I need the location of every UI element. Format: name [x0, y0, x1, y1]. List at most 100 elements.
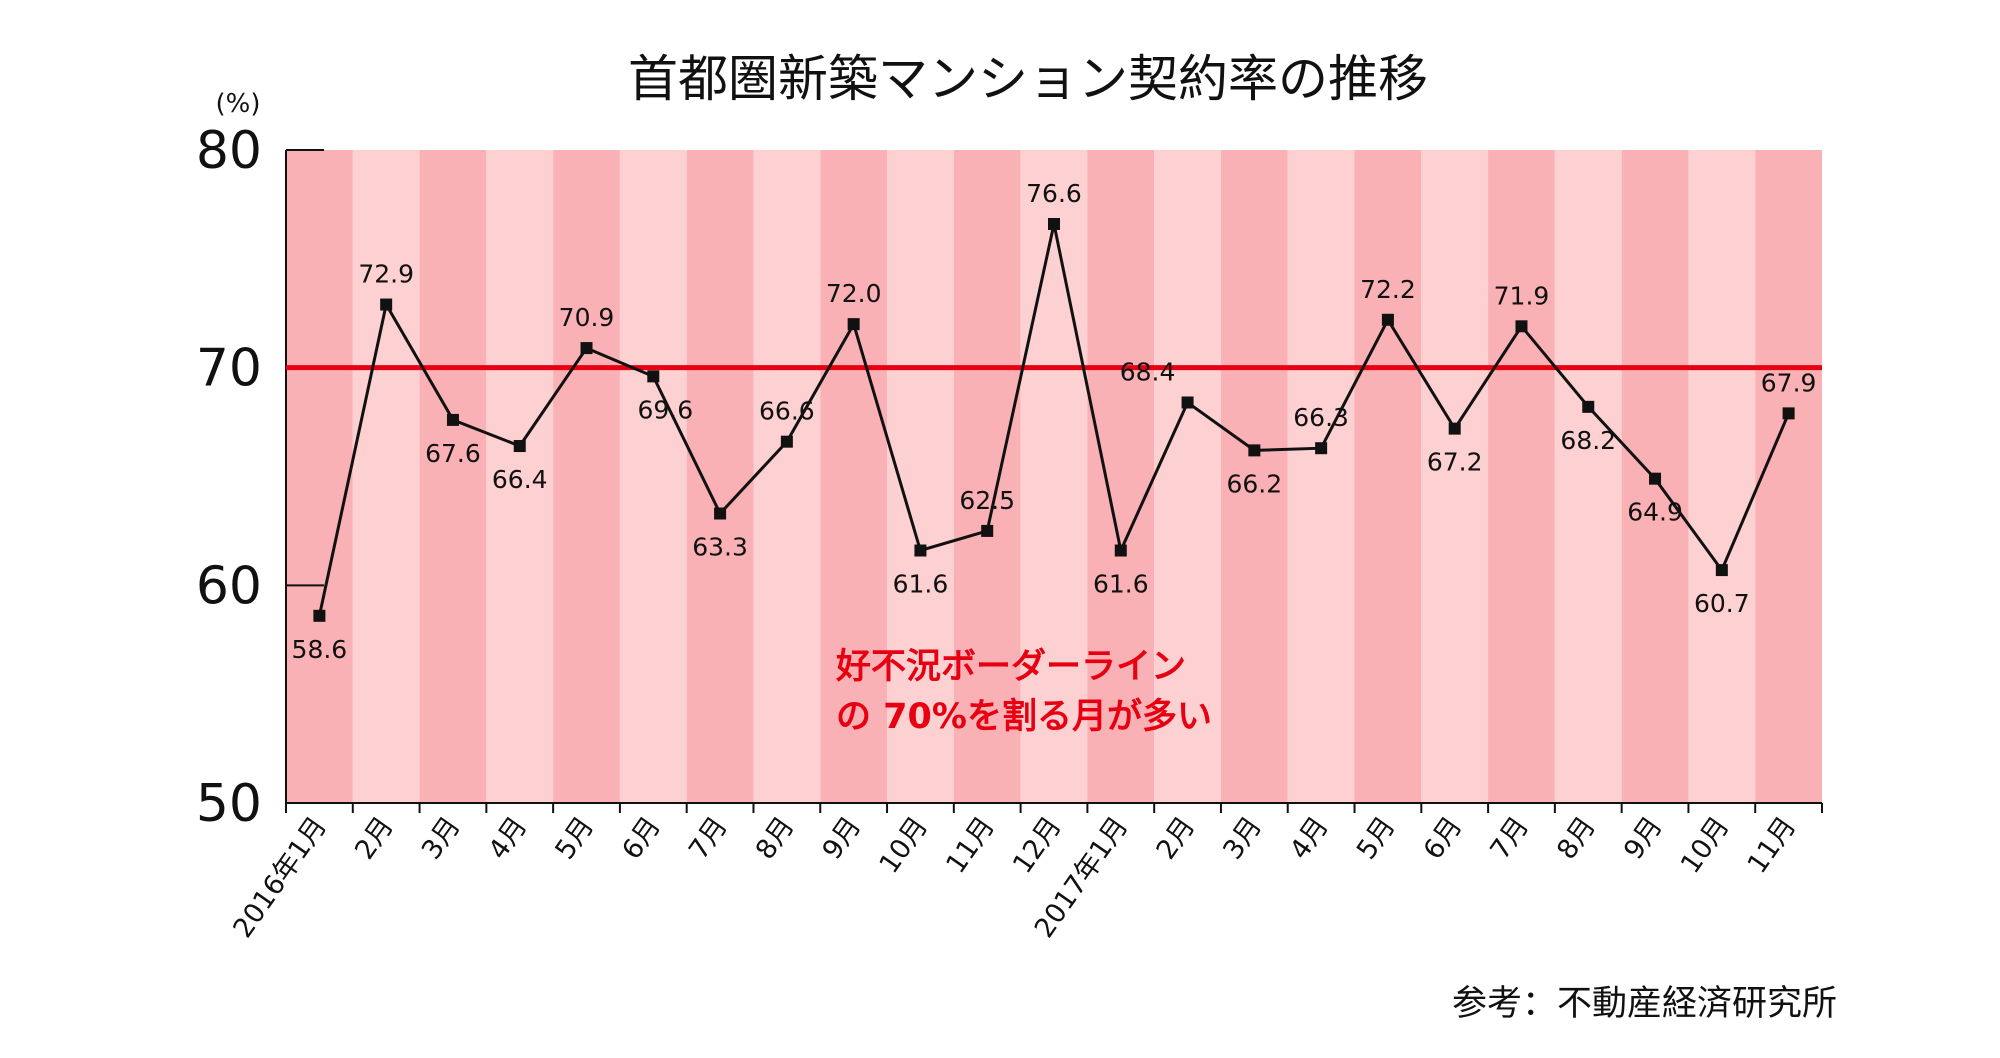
background-band — [553, 150, 620, 803]
x-tick-label: 6月 — [616, 811, 667, 865]
data-point — [847, 318, 860, 331]
data-label: 72.0 — [826, 279, 882, 308]
data-point — [580, 342, 593, 355]
background-band — [686, 150, 754, 803]
data-label: 66.6 — [759, 397, 815, 426]
data-point — [914, 544, 927, 557]
x-tick-label: 6月 — [1418, 811, 1469, 865]
background-band — [619, 150, 687, 803]
data-markers — [313, 218, 1795, 622]
background-band — [486, 150, 554, 803]
background-band — [1554, 150, 1622, 803]
data-label: 60.7 — [1694, 589, 1750, 618]
x-tick-label: 4月 — [483, 811, 534, 865]
x-tick-label: 9月 — [817, 811, 868, 865]
x-tick-label: 8月 — [750, 811, 801, 865]
data-label: 62.5 — [959, 486, 1015, 515]
data-point — [1448, 422, 1461, 435]
data-point — [1315, 442, 1328, 455]
data-point — [380, 298, 393, 311]
background-band — [1354, 150, 1422, 803]
background-band — [419, 150, 487, 803]
data-label: 66.2 — [1227, 469, 1283, 498]
background-band — [753, 150, 821, 803]
y-tick-label: 50 — [196, 774, 262, 834]
background-band — [953, 150, 1021, 803]
x-tick-label: 7月 — [1484, 811, 1535, 865]
data-label: 58.6 — [292, 635, 348, 664]
data-point — [1048, 218, 1060, 231]
data-point — [780, 435, 793, 448]
data-point — [647, 370, 660, 383]
y-tick-label: 70 — [196, 339, 262, 399]
background-band — [1488, 150, 1555, 803]
data-point — [446, 413, 459, 426]
data-label: 70.9 — [559, 303, 615, 332]
data-point — [1181, 396, 1194, 409]
x-tick-label: 2月 — [349, 811, 400, 865]
data-label: 67.9 — [1761, 368, 1817, 397]
data-label: 66.4 — [492, 465, 548, 494]
x-tick-label: 5月 — [550, 811, 601, 865]
data-label: 61.6 — [1093, 570, 1149, 599]
data-point — [1515, 320, 1528, 333]
x-tick-label: 3月 — [416, 811, 467, 865]
data-point — [1582, 400, 1595, 413]
background-band — [1755, 150, 1822, 803]
x-tick-label: 11月 — [1742, 811, 1803, 879]
data-point — [1248, 444, 1261, 457]
background-band — [1688, 150, 1756, 803]
data-point — [1381, 313, 1394, 326]
source-credit: 参考：不動産経済研究所 — [1452, 984, 1837, 1024]
y-axis: 50 60 70 80 — [196, 121, 324, 834]
data-label: 72.9 — [358, 260, 414, 289]
y-axis-unit-label: (%) — [216, 89, 261, 119]
data-point — [1715, 564, 1728, 577]
data-labels: 58.6 72.9 67.6 66.4 70.9 69.6 63.3 66.6 72.0 61.6… — [292, 179, 1817, 664]
background-band — [820, 150, 888, 803]
x-tick-label: 2月 — [1151, 811, 1202, 865]
background-band — [286, 150, 353, 803]
y-tick-label: 80 — [196, 121, 262, 181]
data-label: 64.9 — [1627, 498, 1683, 527]
x-tick-label: 10月 — [874, 811, 935, 879]
data-point — [313, 609, 326, 622]
x-tick-label: 8月 — [1551, 811, 1602, 865]
y-tick-label: 60 — [196, 556, 262, 616]
data-point — [1114, 544, 1127, 557]
background-band — [352, 150, 420, 803]
x-tick-label: 10月 — [1675, 811, 1736, 879]
data-point — [1782, 407, 1795, 420]
data-label: 71.9 — [1494, 281, 1550, 310]
background-band — [1220, 150, 1288, 803]
annotation-line-2: の 70%を割る月が多い — [836, 697, 1212, 737]
x-tick-label: 3月 — [1217, 811, 1268, 865]
data-label: 61.6 — [893, 570, 949, 599]
background-band — [1154, 150, 1221, 803]
data-label: 67.6 — [425, 439, 481, 468]
chart-title: 首都圏新築マンション契約率の推移 — [628, 50, 1428, 108]
data-label: 68.2 — [1560, 426, 1616, 455]
x-tick-label: 7月 — [683, 811, 734, 865]
data-point — [1649, 472, 1662, 485]
data-point — [981, 524, 994, 537]
x-tick-label: 4月 — [1284, 811, 1335, 865]
data-label: 76.6 — [1026, 179, 1082, 208]
data-label: 67.2 — [1427, 448, 1483, 477]
data-label: 68.4 — [1120, 357, 1176, 386]
background-band — [1087, 150, 1155, 803]
x-tick-label: 5月 — [1351, 811, 1402, 865]
x-tick-label: 11月 — [940, 811, 1001, 879]
background-bands — [286, 150, 1822, 803]
data-label: 63.3 — [692, 533, 748, 562]
x-tick-label: 9月 — [1618, 811, 1669, 865]
background-band — [1421, 150, 1489, 803]
data-label: 66.3 — [1293, 403, 1349, 432]
x-tick-label: 12月 — [1007, 811, 1068, 879]
data-point — [513, 440, 526, 453]
background-band — [1020, 150, 1088, 803]
annotation-line-1: 好不況ボーダーライン — [835, 647, 1186, 687]
data-label: 69.6 — [637, 395, 693, 424]
